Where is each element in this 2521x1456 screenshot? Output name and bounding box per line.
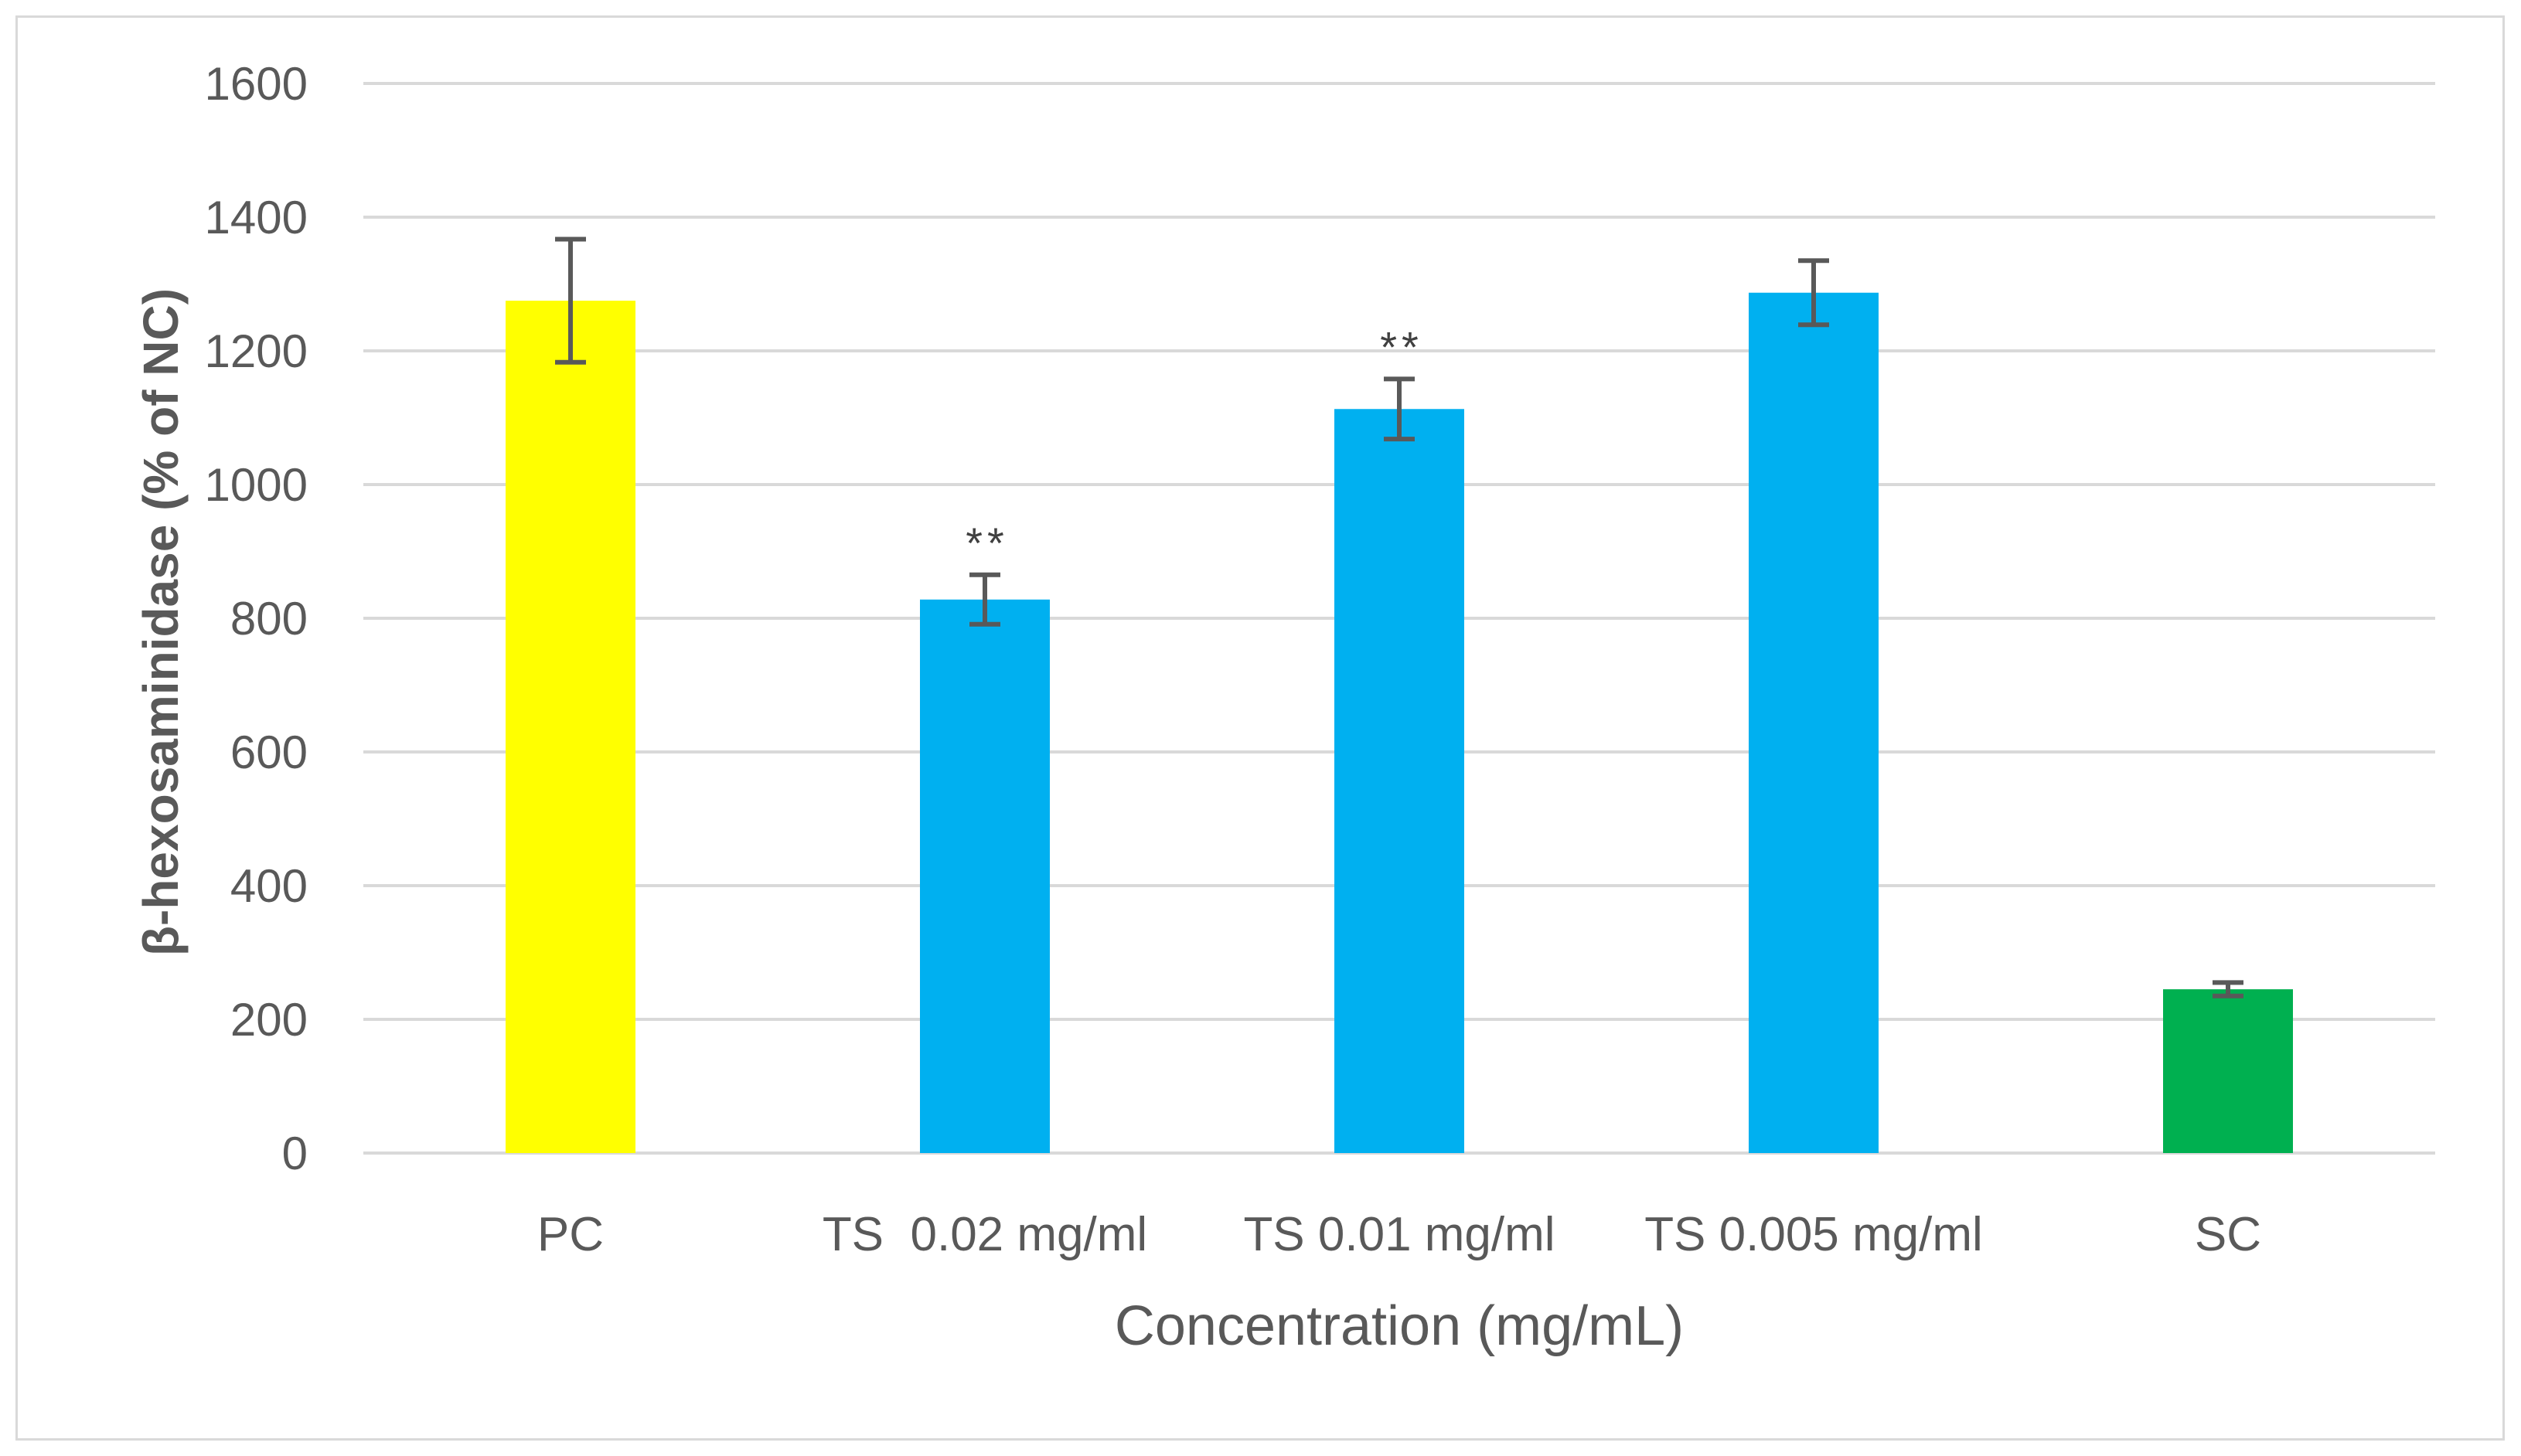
y-tick-label: 200 xyxy=(230,994,308,1046)
chart-frame xyxy=(15,15,2505,1441)
y-tick-label: 800 xyxy=(230,593,308,645)
bar xyxy=(1334,409,1464,1153)
y-tick-label: 400 xyxy=(230,860,308,912)
y-tick-label: 1600 xyxy=(205,58,308,110)
x-axis-title: Concentration (mg/mL) xyxy=(1115,1295,1684,1357)
x-category-label: TS 0.01 mg/ml xyxy=(1243,1208,1555,1261)
significance-label: ** xyxy=(966,519,1009,567)
y-axis-ticks: 0 200 400 600 800 1000 1200 1400 1600 xyxy=(205,58,308,1179)
x-category-label: PC xyxy=(537,1208,604,1261)
y-axis-title: β-hexosaminidase (% of NC) xyxy=(133,288,189,956)
bar xyxy=(920,599,1050,1153)
x-category-label: SC xyxy=(2195,1208,2261,1261)
x-category-label: TS 0.005 mg/ml xyxy=(1644,1208,1983,1261)
bars xyxy=(506,292,2293,1153)
bar xyxy=(1749,292,1879,1153)
y-tick-label: 600 xyxy=(230,726,308,778)
significance-labels: ** ** xyxy=(966,322,1423,567)
y-tick-label: 1000 xyxy=(205,459,308,511)
y-tick-label: 0 xyxy=(282,1128,308,1179)
y-tick-label: 1400 xyxy=(205,192,308,243)
bar xyxy=(2163,989,2293,1153)
y-tick-label: 1200 xyxy=(205,325,308,377)
error-bars xyxy=(555,236,2243,998)
x-axis-categories: PC TS 0.02 mg/ml TS 0.01 mg/ml TS 0.005 mg/… xyxy=(537,1208,2261,1261)
significance-label: ** xyxy=(1380,322,1423,371)
bar xyxy=(506,301,635,1153)
x-category-label: TS 0.02 mg/ml xyxy=(823,1208,1147,1261)
